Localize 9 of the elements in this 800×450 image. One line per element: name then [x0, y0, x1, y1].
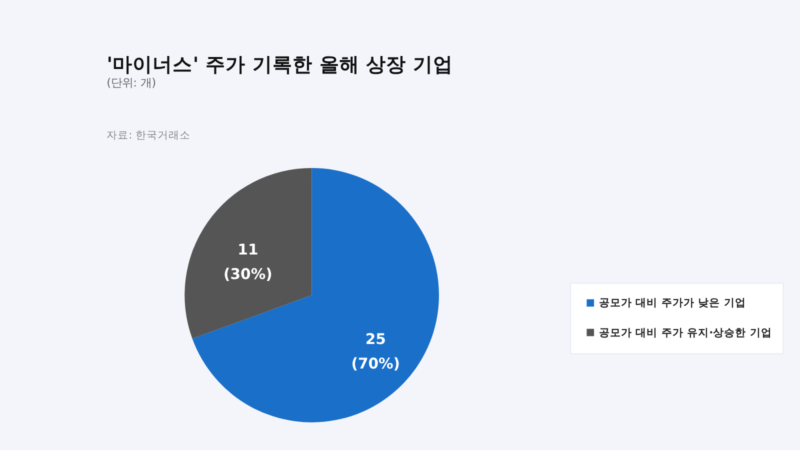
legend-label: 공모가 대비 주가 유지·상승한 기업 — [598, 326, 772, 339]
chart-subtitle: (단위: 개) — [106, 76, 156, 90]
data-label: 11 (30%) — [224, 242, 272, 284]
pie-slice — [192, 168, 439, 422]
pie-slice — [184, 168, 312, 339]
text: 자료: 한국거래소 — [106, 128, 191, 142]
data-label: 25 (70%) — [351, 330, 400, 373]
chart-title: '마이너스' 주가 기록한 올해 상장 기업 — [106, 53, 453, 76]
legend-label: 공모가 대비 주가가 낮은 기업 — [598, 296, 746, 310]
